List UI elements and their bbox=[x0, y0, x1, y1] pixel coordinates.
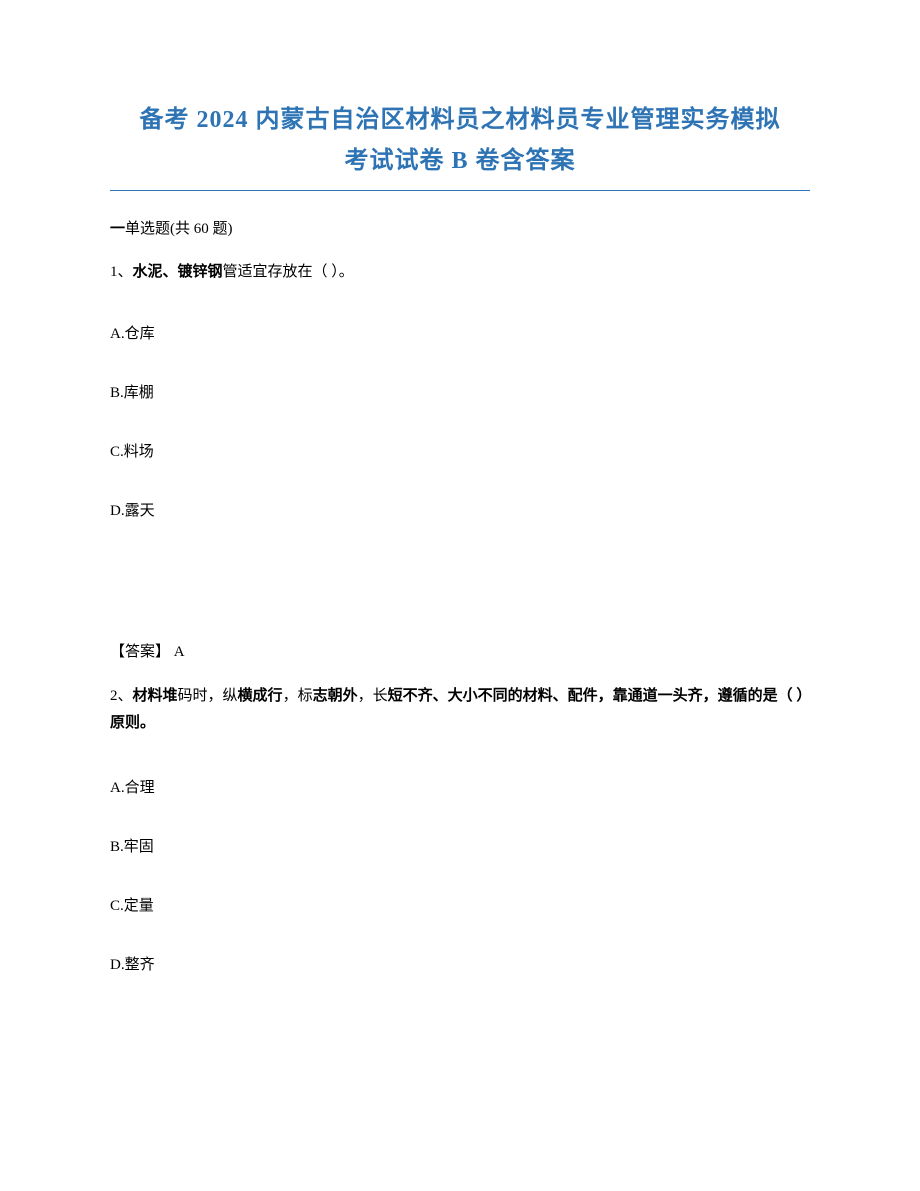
q1-stem-bold: 水泥、镀锌钢 bbox=[133, 264, 223, 280]
section-header: 一单选题(共 60 题) bbox=[110, 217, 810, 238]
q2-option-d: D.整齐 bbox=[110, 953, 810, 974]
title-line-2: 考试试卷 B 卷含答案 bbox=[110, 141, 810, 182]
q2-stem-p1: 码时，纵 bbox=[178, 688, 238, 704]
q1-option-b: B.库棚 bbox=[110, 381, 810, 402]
section-header-text: 单选题(共 60 题) bbox=[125, 221, 233, 237]
q1-answer: 【答案】 A bbox=[110, 640, 810, 661]
q2-option-b: B.牢固 bbox=[110, 835, 810, 856]
q1-option-d: D.露天 bbox=[110, 499, 810, 520]
q2-stem-b1: 材料堆 bbox=[133, 688, 178, 704]
q1-option-c: C.料场 bbox=[110, 440, 810, 461]
q2-stem-p3: ，长 bbox=[358, 688, 388, 704]
q1-stem: 1、水泥、镀锌钢管适宜存放在（ ）。 bbox=[110, 260, 810, 284]
q2-stem: 2、材料堆码时，纵横成行，标志朝外，长短不齐、大小不同的材料、配件，靠通道一头齐… bbox=[110, 683, 810, 739]
q1-option-a: A.仓库 bbox=[110, 322, 810, 343]
q2-option-a: A.合理 bbox=[110, 776, 810, 797]
document-title: 备考 2024 内蒙古自治区材料员之材料员专业管理实务模拟 考试试卷 B 卷含答… bbox=[110, 100, 810, 182]
q1-number: 1、 bbox=[110, 264, 133, 280]
q2-stem-p2: ，标 bbox=[283, 688, 313, 704]
q1-answer-label: 【答案】 bbox=[110, 644, 170, 660]
title-line-1: 备考 2024 内蒙古自治区材料员之材料员专业管理实务模拟 bbox=[110, 100, 810, 141]
q2-option-c: C.定量 bbox=[110, 894, 810, 915]
title-underline bbox=[110, 190, 810, 191]
q1-answer-value: A bbox=[170, 644, 185, 660]
section-header-prefix: 一 bbox=[110, 221, 125, 237]
q2-number: 2、 bbox=[110, 688, 133, 704]
q2-stem-b3: 志朝外 bbox=[313, 688, 358, 704]
q2-stem-b2: 横成行 bbox=[238, 688, 283, 704]
q1-stem-plain: 管适宜存放在（ ）。 bbox=[223, 264, 354, 280]
